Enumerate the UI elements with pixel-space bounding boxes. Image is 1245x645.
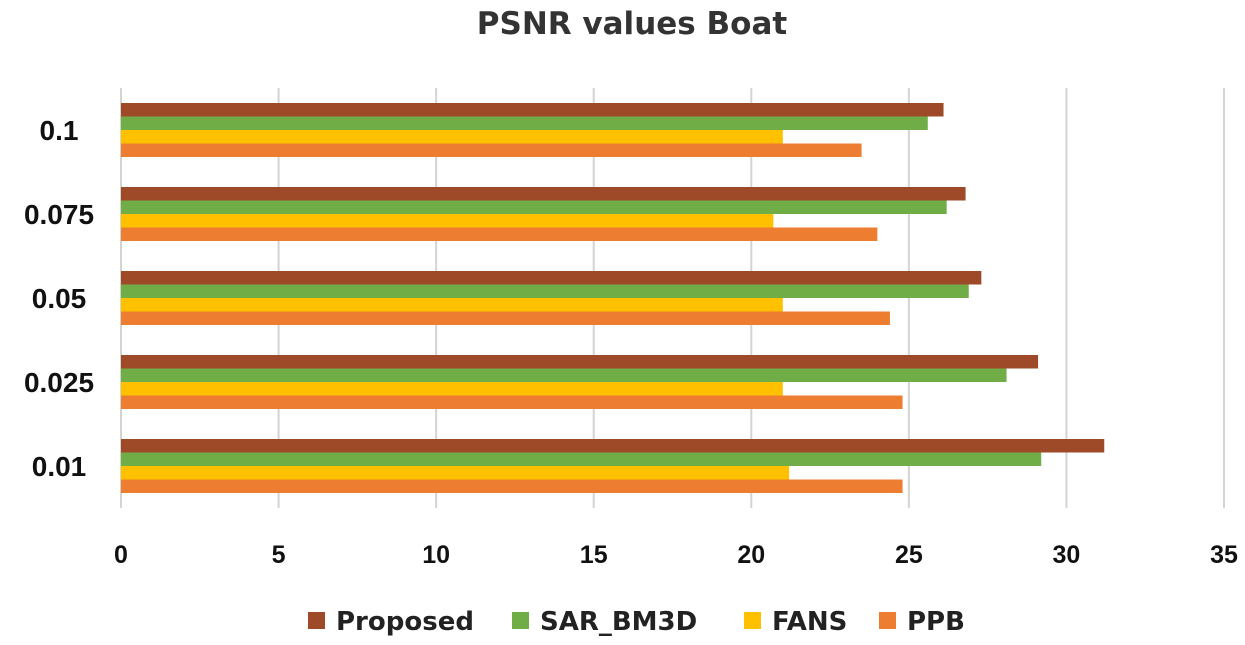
- bar-sar-bm3d-0-05: [121, 284, 969, 298]
- legend-label: FANS: [772, 607, 847, 637]
- chart-title: PSNR values Boat: [477, 6, 788, 42]
- legend: Proposed SAR_BM3D FANS PPB: [308, 607, 965, 637]
- legend-swatch-ppb: [879, 612, 896, 629]
- bars: [121, 103, 1105, 493]
- y-tick-label: 0.01: [32, 451, 87, 482]
- bar-fans-0-075: [121, 214, 774, 228]
- bar-proposed-0-05: [121, 271, 982, 285]
- bar-fans-0-05: [121, 298, 783, 312]
- y-axis-tick-labels: 0.1 0.075 0.05 0.025 0.01: [24, 115, 94, 482]
- bar-fans-0-01: [121, 466, 790, 480]
- y-tick-label: 0.05: [32, 283, 87, 314]
- bar-proposed-0-1: [121, 103, 944, 117]
- y-tick-label: 0.025: [24, 367, 94, 398]
- bar-proposed-0-01: [121, 439, 1105, 453]
- x-tick-label: 20: [737, 541, 765, 569]
- bar-ppb-0-01: [121, 479, 903, 493]
- bar-sar-bm3d-0-01: [121, 452, 1042, 466]
- bar-fans-0-1: [121, 130, 783, 144]
- legend-label: SAR_BM3D: [540, 607, 697, 637]
- bar-proposed-0-075: [121, 187, 966, 201]
- x-tick-label: 5: [272, 541, 286, 569]
- bar-fans-0-025: [121, 382, 783, 396]
- bar-ppb-0-1: [121, 143, 862, 157]
- bar-sar-bm3d-0-025: [121, 368, 1007, 382]
- y-tick-label: 0.075: [24, 199, 94, 230]
- bar-ppb-0-025: [121, 395, 903, 409]
- legend-swatch-sar-bm3d: [512, 612, 529, 629]
- x-tick-label: 15: [580, 541, 608, 569]
- x-tick-label: 10: [422, 541, 450, 569]
- x-tick-label: 30: [1053, 541, 1081, 569]
- y-tick-label: 0.1: [40, 115, 79, 146]
- legend-label: Proposed: [336, 607, 474, 637]
- bar-proposed-0-025: [121, 355, 1039, 369]
- x-tick-label: 35: [1210, 541, 1238, 569]
- x-tick-label: 25: [895, 541, 923, 569]
- legend-swatch-proposed: [308, 612, 325, 629]
- legend-swatch-fans: [744, 612, 761, 629]
- x-tick-label: 0: [114, 541, 128, 569]
- bar-ppb-0-075: [121, 227, 878, 241]
- x-axis-tick-labels: 0 5 10 15 20 25 30 35: [114, 541, 1238, 569]
- legend-label: PPB: [907, 607, 965, 637]
- bar-sar-bm3d-0-075: [121, 200, 947, 214]
- bar-ppb-0-05: [121, 311, 890, 325]
- bar-sar-bm3d-0-1: [121, 116, 928, 130]
